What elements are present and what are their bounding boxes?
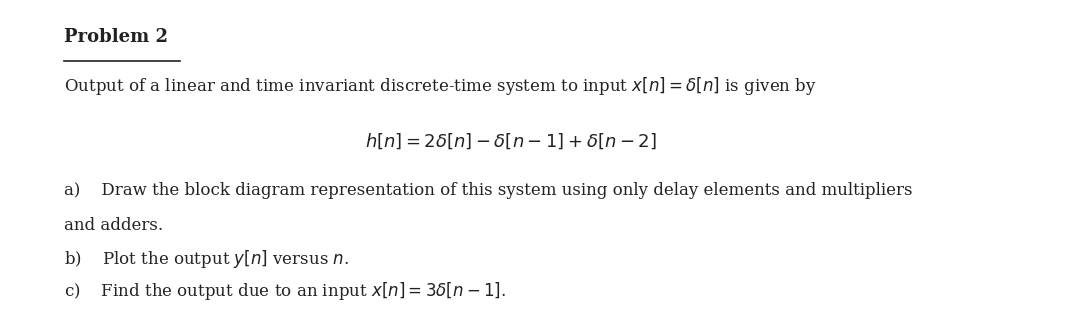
Text: Problem 2: Problem 2 [65,29,168,47]
Text: a)    Draw the block diagram representation of this system using only delay elem: a) Draw the block diagram representation… [65,182,913,199]
Text: $h[n] = 2\delta[n] - \delta[n-1] + \delta[n-2]$: $h[n] = 2\delta[n] - \delta[n-1] + \delt… [365,131,657,151]
Text: b)    Plot the output $y[n]$ versus $n$.: b) Plot the output $y[n]$ versus $n$. [65,248,350,270]
Text: c)    Find the output due to an input $x[n] = 3\delta[n-1]$.: c) Find the output due to an input $x[n]… [65,280,507,302]
Text: Output of a linear and time invariant discrete-time system to input $x[n] = \del: Output of a linear and time invariant di… [65,74,818,97]
Text: and adders.: and adders. [65,217,163,234]
